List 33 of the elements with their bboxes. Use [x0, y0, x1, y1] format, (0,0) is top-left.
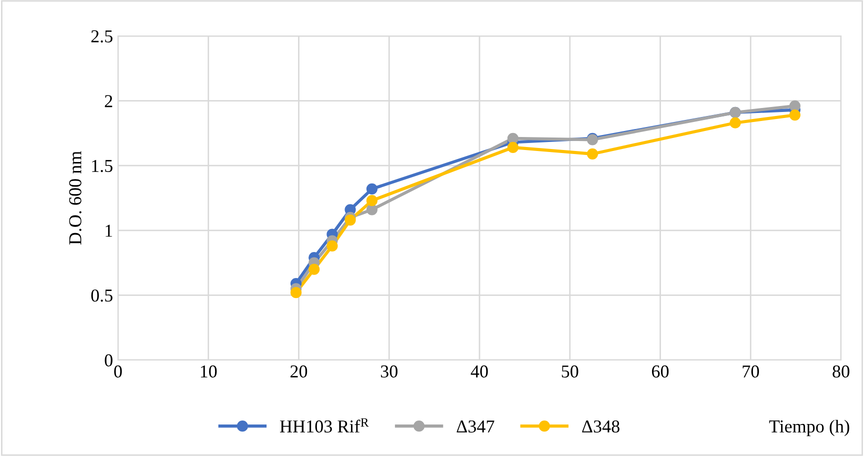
x-tick-label: 80 — [832, 365, 850, 378]
x-tick-label: 20 — [290, 365, 308, 378]
x-tick-label: 30 — [380, 365, 398, 378]
point — [789, 100, 800, 112]
point — [326, 240, 338, 252]
point — [789, 110, 800, 121]
point — [730, 117, 741, 128]
x-tick-label: 40 — [470, 365, 488, 378]
point — [366, 204, 378, 216]
y-tick-label: 2.5 — [91, 30, 112, 43]
x-tick-label: 70 — [742, 365, 759, 378]
y-tick-label: 0.5 — [91, 289, 112, 302]
legend-label: Δ348 — [582, 420, 620, 433]
point — [290, 287, 302, 298]
legend-label: Δ347 — [456, 420, 494, 433]
x-tick-label: 60 — [652, 365, 669, 378]
y-tick-label: 1 — [106, 224, 112, 237]
point — [366, 195, 378, 206]
x-axis-title: Tiempo (h) — [769, 420, 850, 436]
y-tick-label: 1.5 — [92, 160, 112, 172]
x-tick-label: 0 — [114, 365, 122, 378]
y-tick-label: 0 — [104, 354, 112, 366]
legend-label: HH103 Rif$^{R}$ — [280, 418, 369, 433]
y-tick-label: 2 — [104, 95, 112, 108]
point — [308, 264, 320, 275]
x-tick-label: 10 — [200, 365, 217, 378]
x-tick-label: 50 — [562, 365, 578, 378]
point — [344, 214, 356, 226]
point — [507, 132, 518, 144]
point — [366, 183, 378, 194]
point — [586, 148, 598, 160]
y-axis-title: D.O. 600 nm — [69, 151, 82, 245]
point — [507, 142, 518, 154]
